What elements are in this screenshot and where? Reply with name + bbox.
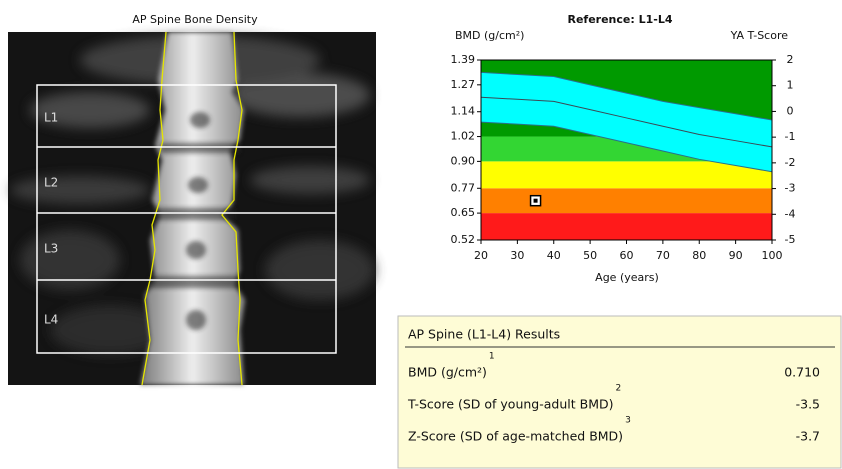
- result-label: Z-Score (SD of age-matched BMD): [408, 429, 623, 444]
- y2-tick-label: 2: [787, 53, 794, 66]
- result-note: 3: [625, 416, 631, 426]
- report: AP Spine Bone Density AP Spine (L1-L4) R…: [0, 0, 842, 469]
- zone: [481, 213, 772, 240]
- y-tick-label: 0.77: [451, 181, 476, 194]
- vertebra-label: L1: [44, 111, 58, 125]
- x-tick-label: 90: [729, 249, 743, 262]
- y2-axis-label: YA T-Score: [730, 29, 789, 42]
- result-value: -3.7: [796, 429, 820, 444]
- result-note: 1: [489, 352, 495, 362]
- scan-title: AP Spine Bone Density: [132, 13, 258, 26]
- y-tick-label: 0.65: [451, 206, 476, 219]
- y2-tick-label: -1: [785, 130, 796, 143]
- y2-tick-label: -2: [785, 156, 796, 169]
- result-value: -3.5: [796, 397, 820, 412]
- result-label: T-Score (SD of young-adult BMD): [407, 397, 613, 412]
- x-tick-label: 30: [510, 249, 524, 262]
- zone: [481, 161, 772, 188]
- y2-tick-label: -4: [785, 207, 796, 220]
- result-note: 2: [615, 384, 621, 394]
- patient-dot: [534, 199, 538, 203]
- zone: [481, 188, 772, 213]
- x-tick-label: 100: [762, 249, 783, 262]
- vertebra-label: L4: [44, 313, 58, 327]
- result-label: BMD (g/cm²): [408, 365, 487, 380]
- y-tick-label: 0.52: [451, 233, 476, 246]
- x-tick-label: 20: [474, 249, 488, 262]
- scan-image: [8, 32, 376, 385]
- y2-tick-label: -3: [785, 182, 796, 195]
- x-tick-label: 60: [620, 249, 634, 262]
- x-axis-label: Age (years): [595, 271, 659, 284]
- y-tick-label: 1.27: [451, 78, 476, 91]
- x-tick-label: 50: [583, 249, 597, 262]
- vertebra-label: L3: [44, 242, 58, 256]
- x-tick-label: 70: [656, 249, 670, 262]
- x-tick-label: 80: [692, 249, 706, 262]
- chart-title: Reference: L1-L4: [568, 13, 673, 26]
- y2-tick-label: 1: [787, 79, 794, 92]
- page: AP Spine Bone Density AP Spine (L1-L4) R…: [0, 0, 842, 469]
- y2-tick-label: -5: [785, 233, 796, 246]
- results-title: AP Spine (L1-L4) Results: [408, 327, 560, 342]
- vertebra-label: L2: [44, 176, 58, 190]
- y-tick-label: 0.90: [451, 154, 476, 167]
- y-tick-label: 1.39: [451, 53, 476, 66]
- y2-tick-label: 0: [787, 104, 794, 117]
- x-tick-label: 40: [547, 249, 561, 262]
- y-tick-label: 1.02: [451, 130, 476, 143]
- y-tick-label: 1.14: [451, 105, 476, 118]
- y-axis-label: BMD (g/cm²): [455, 29, 524, 42]
- result-value: 0.710: [784, 365, 820, 380]
- results-panel: AP Spine (L1-L4) Results BMD (g/cm²)1 0.7…: [398, 316, 841, 468]
